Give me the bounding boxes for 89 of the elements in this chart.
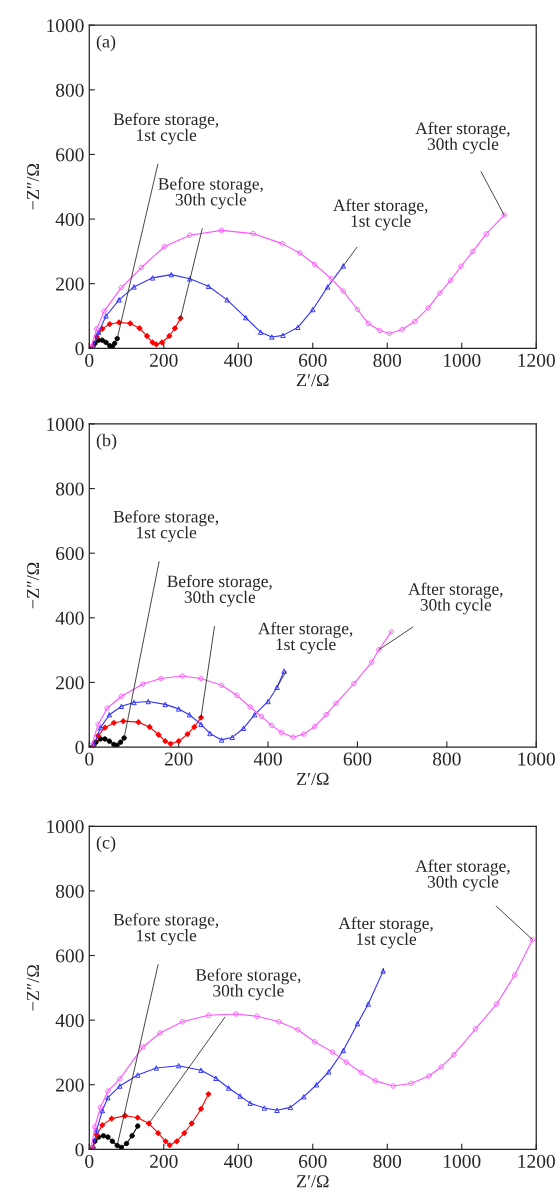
x-tick-label: 0 <box>85 353 94 367</box>
point <box>146 724 153 730</box>
y-tick-label: 0 <box>75 342 84 356</box>
chart-title: (a) <box>96 34 116 52</box>
y-tick-label: 0 <box>75 740 84 754</box>
annotation: Before storage, 1st cycle <box>113 112 219 145</box>
point <box>181 1130 188 1137</box>
x-tick-label: 1200 <box>518 353 555 367</box>
y-tick-label: 1000 <box>47 19 84 33</box>
y-tick-label: 0 <box>75 1143 84 1157</box>
point <box>184 731 191 737</box>
annotation: After storage, 1st cycle <box>258 621 353 654</box>
point <box>162 738 169 745</box>
point <box>111 719 117 726</box>
chart-title: (c) <box>96 835 116 853</box>
y-tick-label: 200 <box>56 676 84 690</box>
y-axis-title: −Z″/Ω <box>26 562 40 609</box>
point <box>155 1130 162 1137</box>
y-tick-label: 800 <box>55 482 84 496</box>
x-tick-label: 600 <box>343 752 372 766</box>
y-axis-title: −Z″/Ω <box>26 965 40 1011</box>
y-tick-label: 800 <box>55 884 84 898</box>
point <box>205 1091 212 1097</box>
point <box>127 320 134 327</box>
annotation: After storage, 30th cycle <box>415 121 510 154</box>
x-axis-title: Z′/Ω <box>296 1175 329 1188</box>
point <box>153 341 160 348</box>
x-tick-label: 1200 <box>518 1154 555 1168</box>
annotation: After storage, 30th cycle <box>408 582 503 615</box>
x-tick-label: 0 <box>85 1154 94 1168</box>
annotation: Before storage, 1st cycle <box>113 510 219 542</box>
x-tick-label: 600 <box>299 353 327 367</box>
point <box>136 325 143 332</box>
point <box>173 1138 180 1145</box>
point <box>135 719 142 726</box>
point <box>144 333 150 339</box>
x-tick-label: 400 <box>253 752 282 766</box>
point <box>166 333 173 339</box>
x-axis-title: Z′/Ω <box>296 772 329 785</box>
annotation: After storage, 1st cycle <box>333 198 428 231</box>
point <box>108 1115 115 1122</box>
x-tick-label: 200 <box>150 1154 178 1168</box>
point <box>166 1142 173 1149</box>
x-tick-label: 800 <box>433 752 461 766</box>
y-tick-label: 400 <box>55 1013 84 1028</box>
y-tick-label: 800 <box>55 83 84 97</box>
point <box>106 321 113 327</box>
point <box>167 740 174 747</box>
y-tick-label: 600 <box>56 949 84 963</box>
x-tick-label: 0 <box>85 752 94 766</box>
point <box>155 731 162 738</box>
y-axis-title: −Z″/Ω <box>26 164 40 210</box>
x-tick-label: 1000 <box>444 1154 481 1168</box>
x-tick-label: 800 <box>373 353 402 367</box>
y-tick-label: 600 <box>56 148 84 162</box>
y-tick-label: 200 <box>56 1078 84 1092</box>
point <box>102 724 108 731</box>
x-tick-label: 600 <box>299 1154 327 1168</box>
chart-title: (b) <box>96 433 117 451</box>
y-tick-label: 200 <box>56 277 84 291</box>
y-tick-label: 400 <box>55 212 84 226</box>
x-tick-label: 1000 <box>444 353 481 367</box>
point <box>191 724 198 730</box>
point <box>172 325 178 332</box>
annotation: Before storage, 30th cycle <box>158 177 263 210</box>
y-tick-label: 400 <box>55 611 84 625</box>
y-tick-label: 1000 <box>47 820 84 834</box>
annotation: Before storage, 1st cycle <box>113 913 219 945</box>
annotation: Before storage, 30th cycle <box>195 968 301 1001</box>
x-tick-label: 1000 <box>518 752 555 766</box>
annotation: Before storage, 30th cycle <box>167 574 272 607</box>
point <box>99 1122 106 1128</box>
point <box>188 1120 195 1127</box>
x-tick-label: 400 <box>224 1154 253 1168</box>
annotation: After storage, 1st cycle <box>338 916 433 949</box>
x-axis-title: Z′/Ω <box>296 374 329 387</box>
y-tick-label: 1000 <box>47 417 84 431</box>
point <box>149 339 156 346</box>
y-tick-label: 600 <box>56 547 84 561</box>
point <box>120 718 127 725</box>
point <box>134 1114 141 1121</box>
x-tick-label: 800 <box>373 1154 402 1168</box>
annotation: After storage, 30th cycle <box>415 859 510 892</box>
point <box>162 1138 169 1145</box>
point <box>198 1106 204 1112</box>
point <box>159 339 165 346</box>
x-tick-label: 200 <box>164 752 193 766</box>
x-tick-label: 400 <box>224 353 253 367</box>
x-tick-label: 200 <box>150 353 178 367</box>
